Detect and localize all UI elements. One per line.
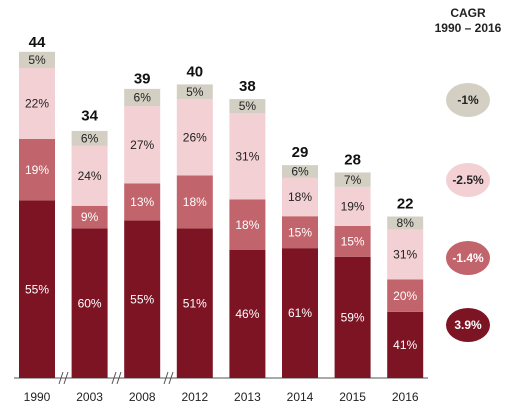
segment-label: 20% <box>393 289 417 303</box>
bar-segment <box>229 113 266 200</box>
x-tick-label: 2008 <box>129 390 156 404</box>
segment-label: 41% <box>393 338 417 352</box>
bar-segment <box>229 99 266 114</box>
x-tick-label: 2014 <box>287 390 314 404</box>
bar-segment <box>387 216 424 230</box>
bar-segment <box>282 177 318 217</box>
segment-label: 8% <box>397 216 415 230</box>
x-tick-label: 2015 <box>339 390 366 404</box>
segment-label: 18% <box>288 190 312 204</box>
total-label: 22 <box>397 195 414 212</box>
segment-label: 7% <box>344 173 362 187</box>
total-label: 40 <box>186 63 203 80</box>
segment-label: 6% <box>134 91 152 105</box>
total-label: 34 <box>81 107 98 124</box>
bar-segment <box>229 199 266 250</box>
axis-breaks <box>58 371 174 385</box>
segment-label: 59% <box>341 311 365 325</box>
segment-label: 51% <box>183 296 207 310</box>
legend-marker <box>446 241 490 275</box>
legend-marker <box>446 163 490 197</box>
bar-segment <box>71 228 108 378</box>
legend-label: -2.5% <box>452 173 484 187</box>
segment-label: 26% <box>183 130 207 144</box>
total-label: 29 <box>292 144 309 161</box>
bar-segment <box>387 279 424 312</box>
bar-segment <box>19 200 55 378</box>
bar-segment <box>176 175 213 229</box>
x-tick-label: 2012 <box>181 390 208 404</box>
bar-segment <box>176 99 213 176</box>
segment-label: 15% <box>341 235 365 249</box>
bar-segment <box>282 248 318 378</box>
bar-segment <box>19 67 55 140</box>
x-tick-label: 2013 <box>234 390 261 404</box>
bar-segment <box>124 88 161 107</box>
segment-label: 6% <box>291 165 309 179</box>
bar-segment <box>387 229 424 280</box>
bar-segment <box>71 145 108 206</box>
segment-label: 5% <box>28 53 46 67</box>
segment-label: 18% <box>235 218 259 232</box>
segment-label: 46% <box>235 307 259 321</box>
bar-segment <box>176 228 213 378</box>
legend-subtitle: 1990 – 2016 <box>435 21 502 35</box>
legend-marker <box>446 83 490 117</box>
bar-segment <box>387 311 424 378</box>
bar-segment <box>124 106 161 184</box>
bar-segment <box>282 165 318 178</box>
segment-label: 13% <box>130 195 154 209</box>
segment-label: 19% <box>341 200 365 214</box>
bar-segment <box>124 220 161 378</box>
total-label: 38 <box>239 78 256 95</box>
segment-label: 19% <box>25 163 49 177</box>
bar-segment <box>124 183 161 221</box>
segment-label: 60% <box>78 296 102 310</box>
bar-segment <box>334 225 371 257</box>
segment-label: 18% <box>183 195 207 209</box>
segment-label: 61% <box>288 306 312 320</box>
legend-title: CAGR <box>450 6 486 20</box>
segment-label: 9% <box>81 210 99 224</box>
bar-segment <box>282 216 318 249</box>
legend-label: -1.4% <box>452 251 484 265</box>
segment-label: 15% <box>288 225 312 239</box>
total-label: 39 <box>134 71 151 88</box>
bar-segment <box>176 84 213 100</box>
bar-segment <box>334 256 371 378</box>
bar-segment <box>19 51 55 68</box>
legend-label: -1% <box>457 93 479 107</box>
segment-label: 22% <box>25 97 49 111</box>
segment-label: 31% <box>393 248 417 262</box>
segment-label: 55% <box>25 282 49 296</box>
total-label: 28 <box>344 151 361 168</box>
bar-segment <box>19 139 55 201</box>
x-tick-label: 2016 <box>392 390 419 404</box>
x-tick-label: 1990 <box>24 390 51 404</box>
segment-label: 5% <box>186 85 204 99</box>
segment-label: 55% <box>130 292 154 306</box>
bar-segment <box>334 172 371 187</box>
bar-segment <box>334 186 371 226</box>
bar-segment <box>71 130 108 146</box>
legend-marker <box>446 308 490 342</box>
total-label: 44 <box>29 34 46 51</box>
x-tick-label: 2003 <box>76 390 103 404</box>
legend-label: 3.9% <box>454 318 482 332</box>
bar-segment <box>71 205 108 229</box>
segment-label: 24% <box>78 169 102 183</box>
segment-label: 6% <box>81 132 99 146</box>
segment-label: 31% <box>235 149 259 163</box>
segment-label: 27% <box>130 138 154 152</box>
segment-label: 5% <box>239 99 257 113</box>
bar-segment <box>229 249 266 378</box>
